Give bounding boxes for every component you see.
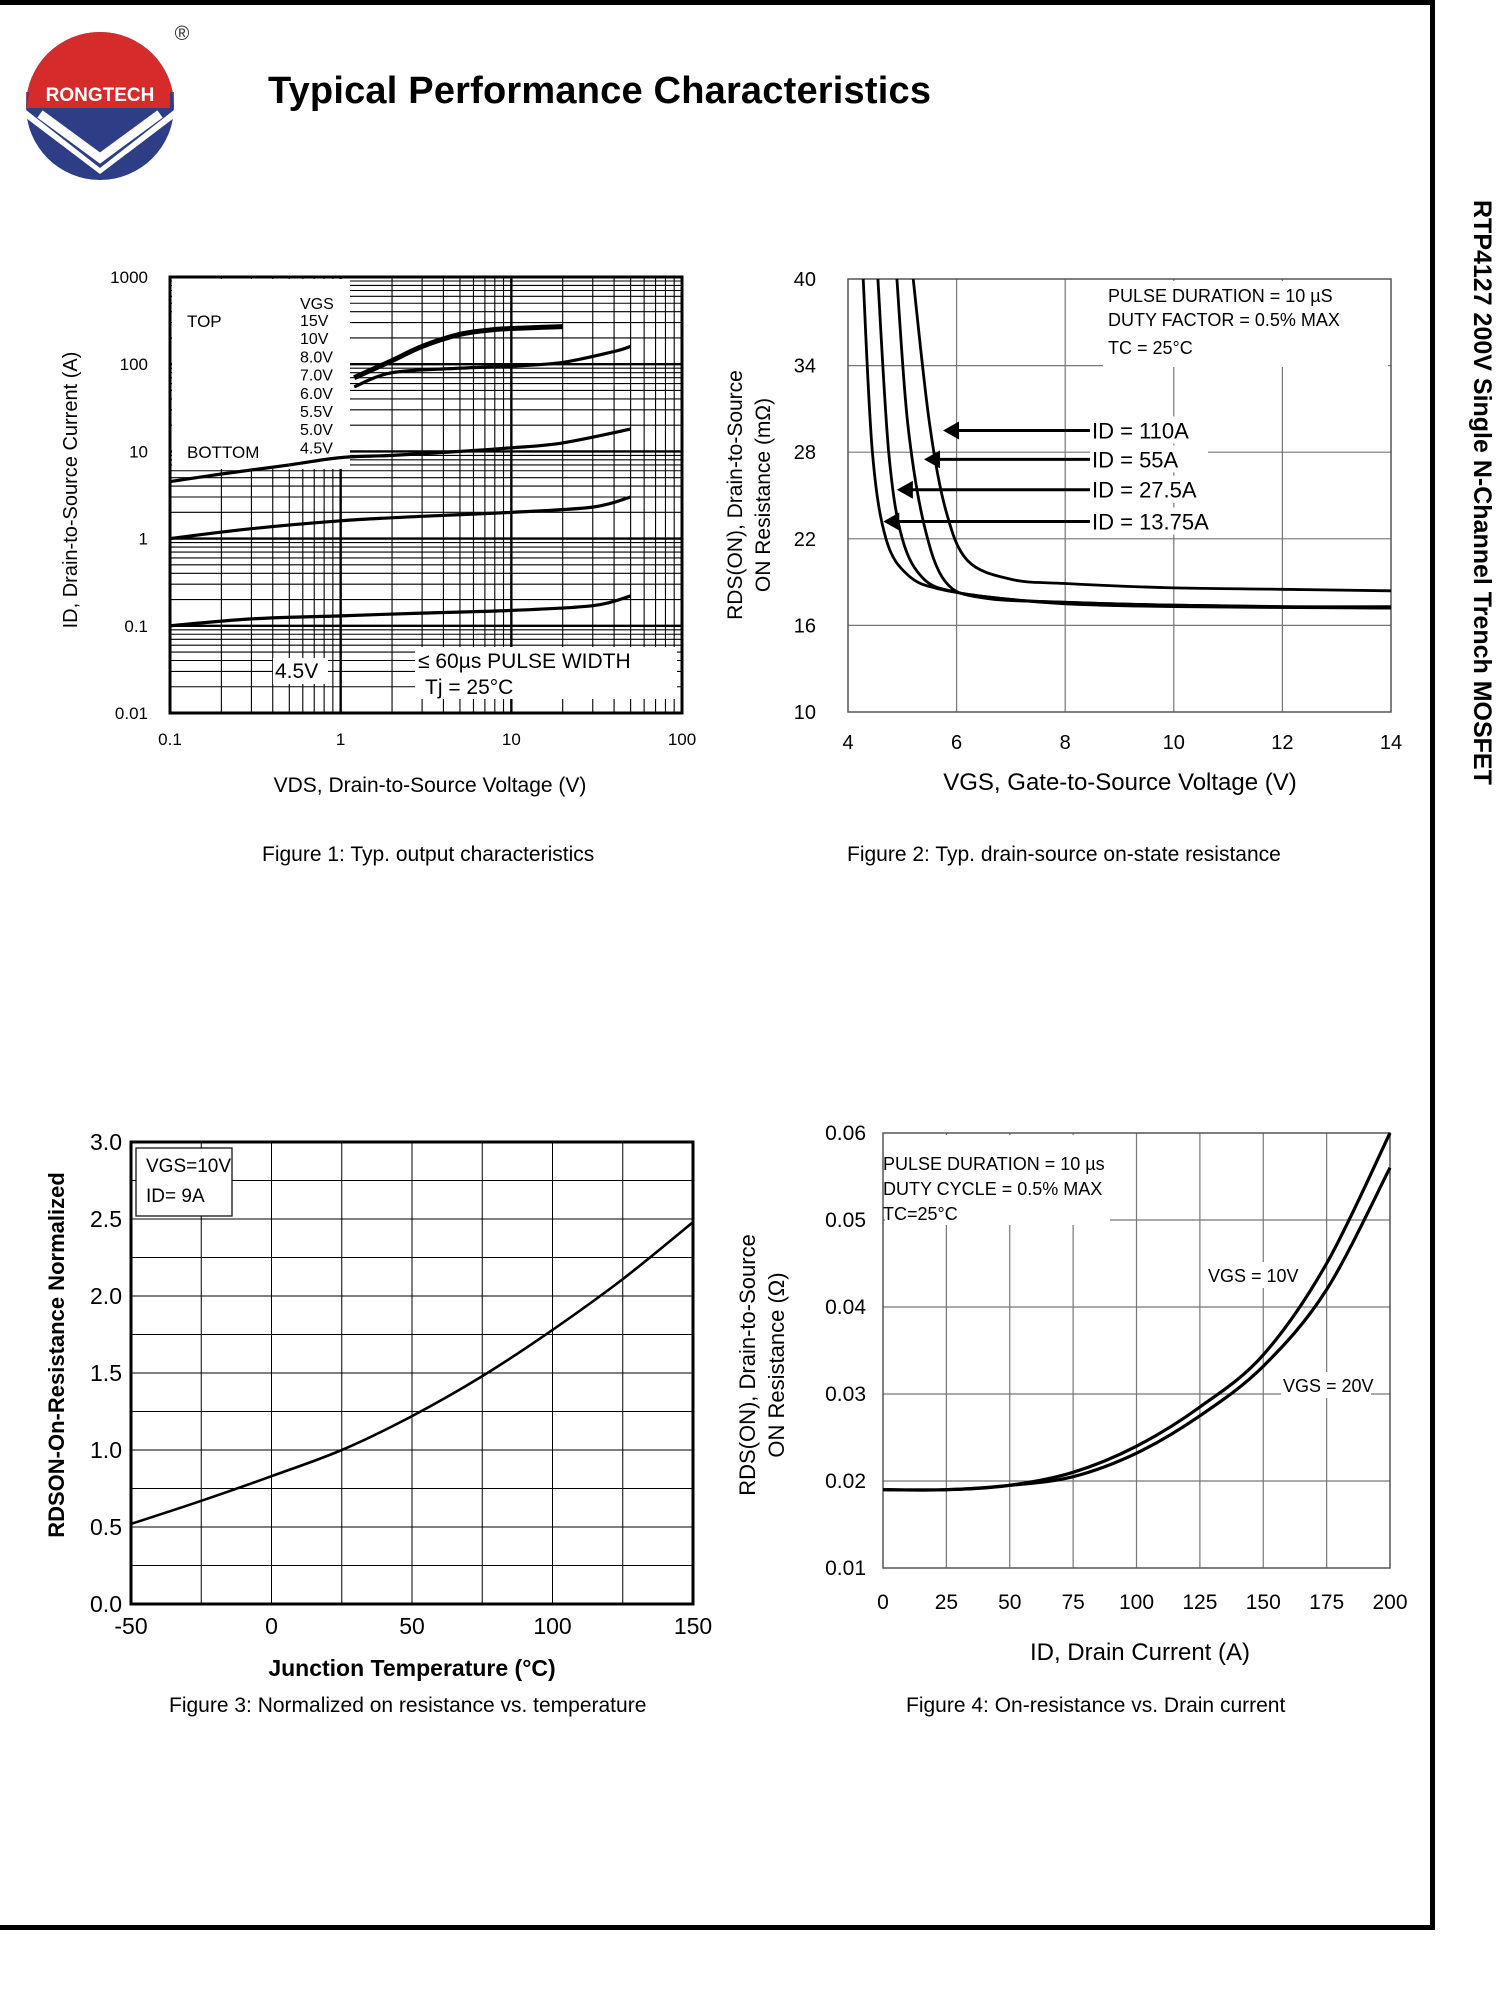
fig4-caption: Figure 4: On-resistance vs. Drain curren… bbox=[906, 1694, 1286, 1717]
rongtech-logo: RONGTECH ® bbox=[26, 23, 190, 180]
registered-mark: ® bbox=[175, 23, 190, 45]
side-title: RTP4127 200V Single N-Channel Trench MOS… bbox=[1462, 200, 1496, 860]
fig3-caption: Figure 3: Normalized on resistance vs. t… bbox=[169, 1694, 647, 1717]
fig1-caption: Figure 1: Typ. output characteristics bbox=[262, 843, 595, 866]
logo-brand: RONGTECH bbox=[46, 85, 155, 106]
page-title: Typical Performance Characteristics bbox=[268, 70, 932, 112]
page-frame bbox=[0, 0, 1435, 1930]
fig2-caption: Figure 2: Typ. drain-source on-state res… bbox=[847, 843, 1281, 866]
logo-red-cap bbox=[26, 32, 174, 106]
page-border bbox=[0, 0, 1435, 5]
side-title-text: RTP4127 200V Single N-Channel Trench MOS… bbox=[1468, 200, 1496, 785]
